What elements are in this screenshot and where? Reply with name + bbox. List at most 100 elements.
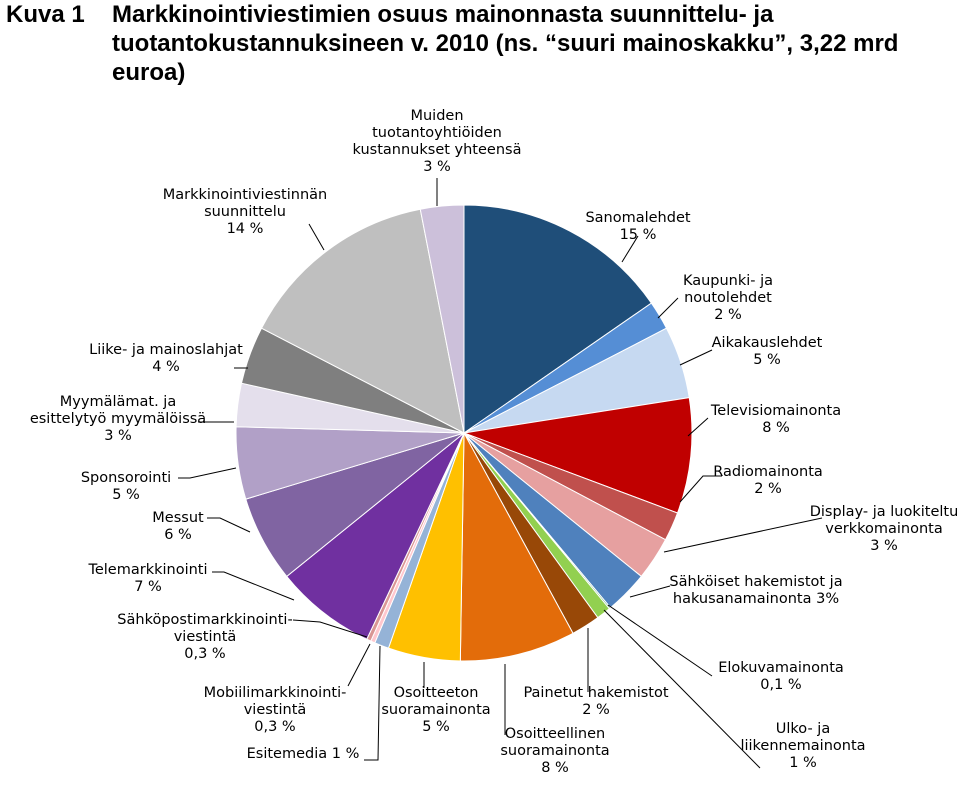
slice-label-line: 0,1 % xyxy=(760,677,801,693)
pie-slice xyxy=(459,431,574,662)
slice-label: Ulko- ja liikennemainonta 1 % xyxy=(740,721,865,771)
slice-label: Myymälämat. ja esittelytyö myymälöissä 3 % xyxy=(30,394,206,444)
leader-line xyxy=(178,467,237,479)
slice-label-line: 4 % xyxy=(152,359,180,375)
slice-label: Esitemedia 1 % xyxy=(247,746,360,762)
slice-label-line: Televisiomainonta xyxy=(710,403,841,419)
slice-label-line: Sanomalehdet xyxy=(585,210,690,226)
slice-label: Osoitteeton suoramainonta 5 % xyxy=(381,685,490,735)
pie-slices xyxy=(235,204,693,662)
leader-line xyxy=(657,297,679,319)
slice-label-line: Sähköiset hakemistot ja xyxy=(669,574,842,590)
slice-label-line: Painetut hakemistot xyxy=(523,685,668,701)
slice-labels: Sanomalehdet 15 %Kaupunki- ja noutolehdet 2… xyxy=(30,108,958,776)
slice-label-line: suoramainonta xyxy=(500,743,609,759)
slice-label-line: viestintä xyxy=(174,629,237,645)
slice-label-line: Myymälämat. ja xyxy=(60,394,176,410)
slice-label: Kaupunki- ja noutolehdet 2 % xyxy=(683,273,773,323)
slice-label-line: viestintä xyxy=(244,702,307,718)
pie-slice xyxy=(286,432,465,640)
slice-label-line: 3 % xyxy=(423,159,451,175)
slice-label-line: Esitemedia 1 % xyxy=(247,746,360,762)
slice-label: Aikakauslehdet 5 % xyxy=(712,335,823,368)
slice-label-line: Osoitteellinen xyxy=(505,726,605,742)
leader-lines xyxy=(178,178,823,769)
slice-label-line: noutolehdet xyxy=(684,290,772,306)
slice-label-line: 2 % xyxy=(754,481,782,497)
leader-line xyxy=(364,645,381,761)
slice-label-line: Markkinointiviestinnän xyxy=(163,187,327,203)
slice-label-line: 8 % xyxy=(541,760,569,776)
slice-label: Display- ja luokiteltu verkkomainonta 3 % xyxy=(810,504,959,554)
slice-label: Sähköpostimarkkinointi-viestintä 0,3 % xyxy=(117,612,292,662)
slice-label: Painetut hakemistot 2 % xyxy=(523,685,668,718)
slice-label-line: Telemarkkinointi xyxy=(87,562,207,578)
slice-label: Sponsorointi 5 % xyxy=(81,470,171,503)
slice-label: Televisiomainonta 8 % xyxy=(710,403,841,436)
pie-slice xyxy=(462,397,693,514)
slice-label-line: Display- ja luokiteltu xyxy=(810,504,959,520)
leader-line xyxy=(308,223,325,251)
slice-label-line: Aikakauslehdet xyxy=(712,335,823,351)
slice-label-line: 1 % xyxy=(789,755,817,771)
slice-label-line: suunnittelu xyxy=(204,204,286,220)
slice-label-line: Ulko- ja xyxy=(776,721,830,737)
slice-label-line: Kaupunki- ja xyxy=(683,273,773,289)
slice-label-line: Messut xyxy=(152,510,204,526)
slice-label-line: esittelytyö myymälöissä xyxy=(30,411,206,427)
slice-label-line: Sähköpostimarkkinointi- xyxy=(117,612,292,628)
figure-label: Kuva 1 xyxy=(6,1,85,28)
leader-line xyxy=(603,609,761,769)
pie-slice xyxy=(419,204,465,434)
slice-label-line: 5 % xyxy=(422,719,450,735)
slice-label: Sähköiset hakemistot ja hakusanamainonta … xyxy=(669,574,842,607)
leader-line xyxy=(663,517,823,553)
leader-line xyxy=(292,619,368,638)
slice-label-line: 2 % xyxy=(582,702,610,718)
slice-label-line: Elokuvamainonta xyxy=(718,660,844,676)
slice-label: Sanomalehdet 15 % xyxy=(585,210,690,243)
leader-line xyxy=(347,643,371,687)
slice-label: Markkinointiviestinnän suunnittelu 14 % xyxy=(163,187,327,237)
slice-label-line: 8 % xyxy=(762,420,790,436)
slice-label: Mobiilimarkkinointi-viestintä 0,3 % xyxy=(204,685,347,735)
slice-label-line: 6 % xyxy=(164,527,192,543)
leader-line xyxy=(679,475,722,503)
leader-line xyxy=(629,585,671,598)
slice-label-line: 7 % xyxy=(134,579,162,595)
slice-label: Messut 6 % xyxy=(152,510,204,543)
slice-label: Telemarkkinointi 7 % xyxy=(87,562,207,595)
slice-label: Radiomainonta 2 % xyxy=(713,464,823,497)
slice-label-line: 2 % xyxy=(714,307,742,323)
slice-label-line: Muiden xyxy=(410,108,463,124)
leader-line xyxy=(621,235,639,263)
slice-label-line: Mobiilimarkkinointi- xyxy=(204,685,347,701)
slice-label-line: 14 % xyxy=(227,221,264,237)
leader-line xyxy=(212,571,295,601)
slice-label-line: Radiomainonta xyxy=(713,464,823,480)
slice-label-line: 0,3 % xyxy=(254,719,295,735)
slice-label-line: 3 % xyxy=(870,538,898,554)
pie-slice xyxy=(463,204,653,434)
slice-label-line: tuotantoyhtiöiden xyxy=(372,125,502,141)
leader-line xyxy=(207,517,251,533)
leader-line xyxy=(679,349,713,366)
slice-label-line: liikennemainonta xyxy=(740,738,865,754)
leader-line xyxy=(687,417,709,437)
slice-label: Osoitteellinen suoramainonta 8 % xyxy=(500,726,609,776)
slice-label-line: verkkomainonta xyxy=(825,521,942,537)
slice-label-line: kustannukset yhteensä xyxy=(353,142,522,158)
slice-label-line: suoramainonta xyxy=(381,702,490,718)
slice-label: Muiden tuotantoyhtiöiden kustannukset yhte… xyxy=(353,108,522,175)
slice-label-line: 15 % xyxy=(620,227,657,243)
slice-label-line: 5 % xyxy=(753,352,781,368)
figure-title: Markkinointiviestimien osuus mainonnasta… xyxy=(112,1,899,86)
slice-label: Liike- ja mainoslahjat 4 % xyxy=(89,342,243,375)
slice-label-line: hakusanamainonta 3% xyxy=(673,591,839,607)
pie-slice xyxy=(260,208,465,434)
slice-label-line: 3 % xyxy=(104,428,132,444)
slice-label-line: 5 % xyxy=(112,487,140,503)
slice-label-line: Sponsorointi xyxy=(81,470,171,486)
slice-label: Elokuvamainonta 0,1 % xyxy=(718,660,844,693)
